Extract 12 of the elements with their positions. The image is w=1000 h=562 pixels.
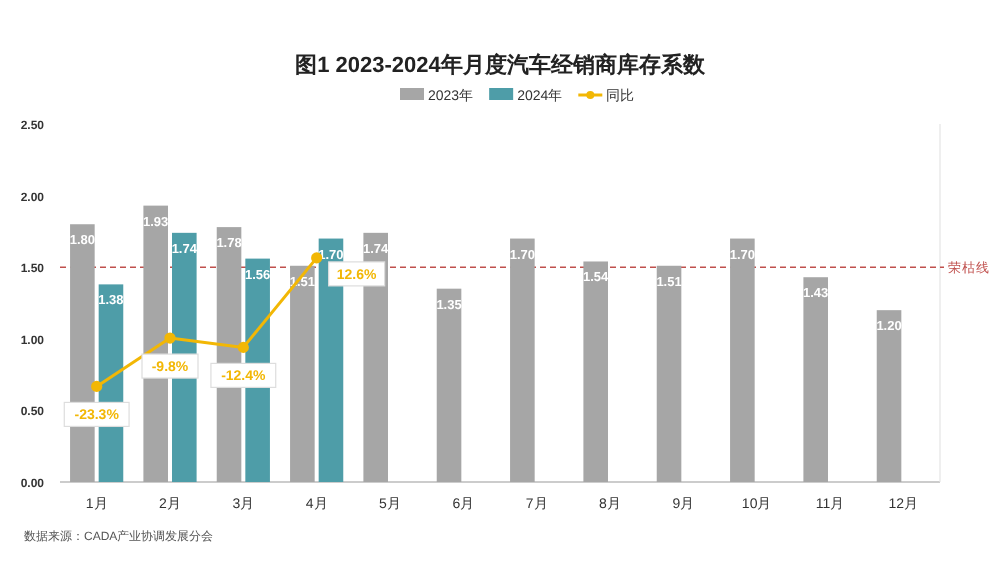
bar [803,277,828,482]
bar [436,288,462,482]
bar [290,265,315,482]
bar [730,238,755,482]
chart-title: 图1 2023-2024年月度汽车经销商库存系数 [295,52,707,78]
point [91,380,103,393]
point [237,341,249,353]
bar [583,261,608,482]
bar [656,265,682,482]
bar [876,310,902,482]
point [164,332,176,344]
bar [510,238,535,482]
